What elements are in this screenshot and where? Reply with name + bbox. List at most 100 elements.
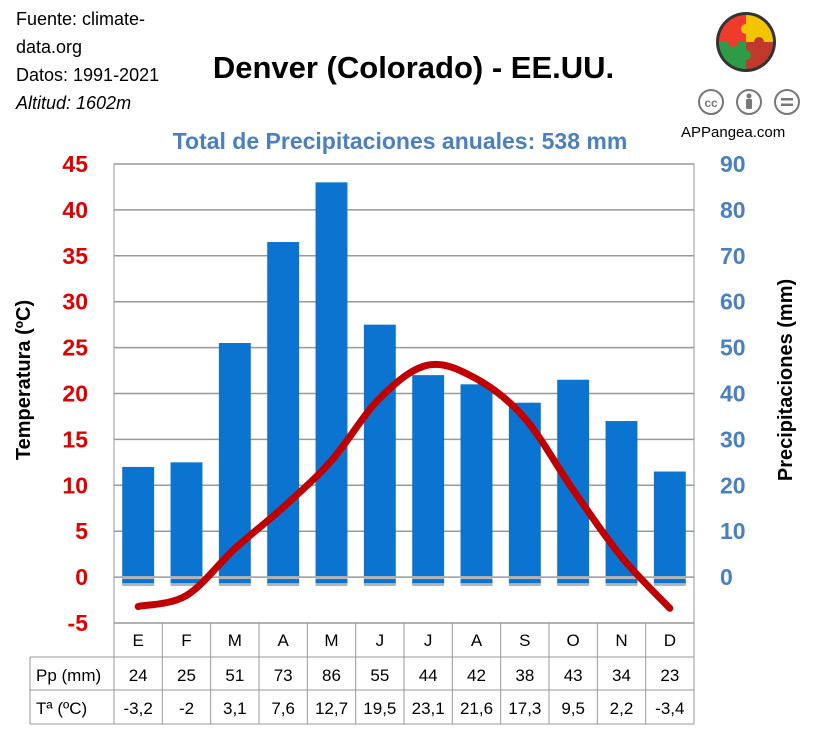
puzzle-piece-logo-icon	[716, 12, 776, 72]
temp-cell: 2,2	[610, 699, 634, 718]
data-period: Datos: 1991-2021	[16, 65, 160, 85]
bar-baseline-band	[508, 583, 541, 587]
bar-baseline-band	[412, 576, 445, 580]
precip-bar	[412, 375, 445, 585]
precip-cell: 55	[370, 666, 389, 685]
precip-cell: 73	[274, 666, 293, 685]
month-tick-label: D	[664, 631, 676, 650]
attribution-person-icon	[736, 89, 762, 115]
bar-baseline-band	[605, 576, 638, 580]
bar-baseline-band	[363, 576, 396, 580]
precip-bar	[267, 242, 300, 585]
precipitation-tick-label: 70	[720, 243, 746, 269]
precipitation-tick-label: 60	[720, 289, 746, 315]
page-title: Denver (Colorado) - EE.UU.	[212, 50, 615, 85]
temp-cell: 3,1	[223, 699, 247, 718]
precipitation-tick-label: 90	[720, 151, 746, 177]
bar-baseline-band	[315, 583, 348, 587]
temperature-tick-label: 20	[62, 381, 88, 407]
temperature-tick-label: 25	[62, 335, 88, 361]
bar-baseline-band	[267, 583, 300, 587]
bar-baseline-band	[557, 583, 590, 587]
temp-cell: -2	[179, 699, 194, 718]
source-line-2: data.org	[16, 37, 83, 57]
precipitation-axis-label: Precipitaciones (mm)	[775, 279, 797, 481]
temperature-line	[134, 360, 674, 612]
bar-baseline-band	[653, 576, 686, 580]
month-tick-label: F	[181, 631, 191, 650]
data-table: Pp (mm) Tª (ºC) E 24 -3,2 F 25 -2 M 51 3,1 A 73 7,6 M 8…	[29, 623, 695, 725]
month-tick-label: A	[471, 631, 483, 650]
precip-cell: 44	[419, 666, 438, 685]
bar-baseline-band	[122, 576, 155, 580]
temp-row-label: Tª (ºC)	[36, 699, 87, 718]
precip-cell: 34	[612, 666, 631, 685]
precip-cell: 42	[467, 666, 486, 685]
source-line-1: Fuente: climate-	[16, 9, 146, 29]
precip-row-label: Pp (mm)	[36, 666, 101, 685]
precip-cell: 25	[177, 666, 196, 685]
cc-icon: cc	[698, 89, 724, 115]
bar-baseline-band	[267, 576, 300, 580]
precipitation-tick-label: 40	[720, 381, 746, 407]
bar-baseline-band	[508, 576, 541, 580]
temp-cell: 19,5	[363, 699, 396, 718]
precip-cell: 38	[515, 666, 534, 685]
temperature-tick-label: 10	[62, 472, 88, 498]
bar-baseline-band	[412, 583, 445, 587]
temp-cell: -3,4	[655, 699, 684, 718]
month-tick-label: E	[132, 631, 143, 650]
precipitation-axis-ticks: 0 10 20 30 40 50 60 70 80 90	[720, 151, 746, 590]
temperature-tick-label: 0	[75, 564, 88, 590]
temperature-curve	[134, 360, 674, 612]
svg-text:cc: cc	[704, 96, 718, 110]
precip-bar	[122, 466, 155, 585]
precipitation-tick-label: 30	[720, 426, 746, 452]
precipitation-tick-label: 10	[720, 518, 746, 544]
temp-cell: 12,7	[315, 699, 348, 718]
bar-baseline-band	[460, 576, 493, 580]
precip-cell: 43	[564, 666, 583, 685]
bar-baseline-band	[170, 576, 203, 580]
temperature-tick-label: 45	[62, 151, 88, 177]
month-tick-label: J	[376, 631, 385, 650]
temp-cell: -3,2	[124, 699, 153, 718]
precip-cell: 23	[660, 666, 679, 685]
month-tick-label: J	[424, 631, 433, 650]
bar-baseline-band	[122, 583, 155, 587]
temperature-tick-label: 40	[62, 197, 88, 223]
precip-cell: 86	[322, 666, 341, 685]
precipitation-tick-label: 50	[720, 335, 746, 361]
precip-bar	[557, 379, 590, 585]
precipitation-tick-label: 20	[720, 472, 746, 498]
precip-bar	[460, 384, 493, 585]
temp-cell: 7,6	[271, 699, 295, 718]
month-tick-label: S	[519, 631, 530, 650]
bar-baseline-band	[605, 583, 638, 587]
bar-baseline-band	[170, 583, 203, 587]
temp-cell: 17,3	[508, 699, 541, 718]
bar-baseline-band	[218, 583, 251, 587]
month-tick-label: A	[277, 631, 289, 650]
temperature-axis-ticks: -5 0 5 10 15 20 25 30 35 40 45	[62, 151, 88, 636]
bar-baseline-band	[653, 583, 686, 587]
temp-cell: 21,6	[460, 699, 493, 718]
bar-baseline-band	[557, 576, 590, 580]
precip-bar	[170, 462, 203, 585]
chart-title: Total de Precipitaciones anuales: 538 mm	[173, 128, 628, 154]
temperature-tick-label: 35	[62, 243, 88, 269]
bar-baseline-band	[363, 583, 396, 587]
temp-cell: 23,1	[412, 699, 445, 718]
month-tick-label: O	[567, 631, 580, 650]
bar-baseline-band	[218, 576, 251, 580]
bar-baseline-band	[315, 576, 348, 580]
temperature-tick-label: 5	[75, 518, 88, 544]
month-tick-label: N	[615, 631, 627, 650]
temperature-axis-label: Temperatura (ºC)	[13, 300, 35, 460]
license-icons: cc	[698, 89, 800, 115]
temperature-tick-label: 30	[62, 289, 88, 315]
precip-bar	[315, 182, 348, 585]
temperature-tick-label: 15	[62, 426, 88, 452]
precipitation-tick-label: 0	[720, 564, 733, 590]
